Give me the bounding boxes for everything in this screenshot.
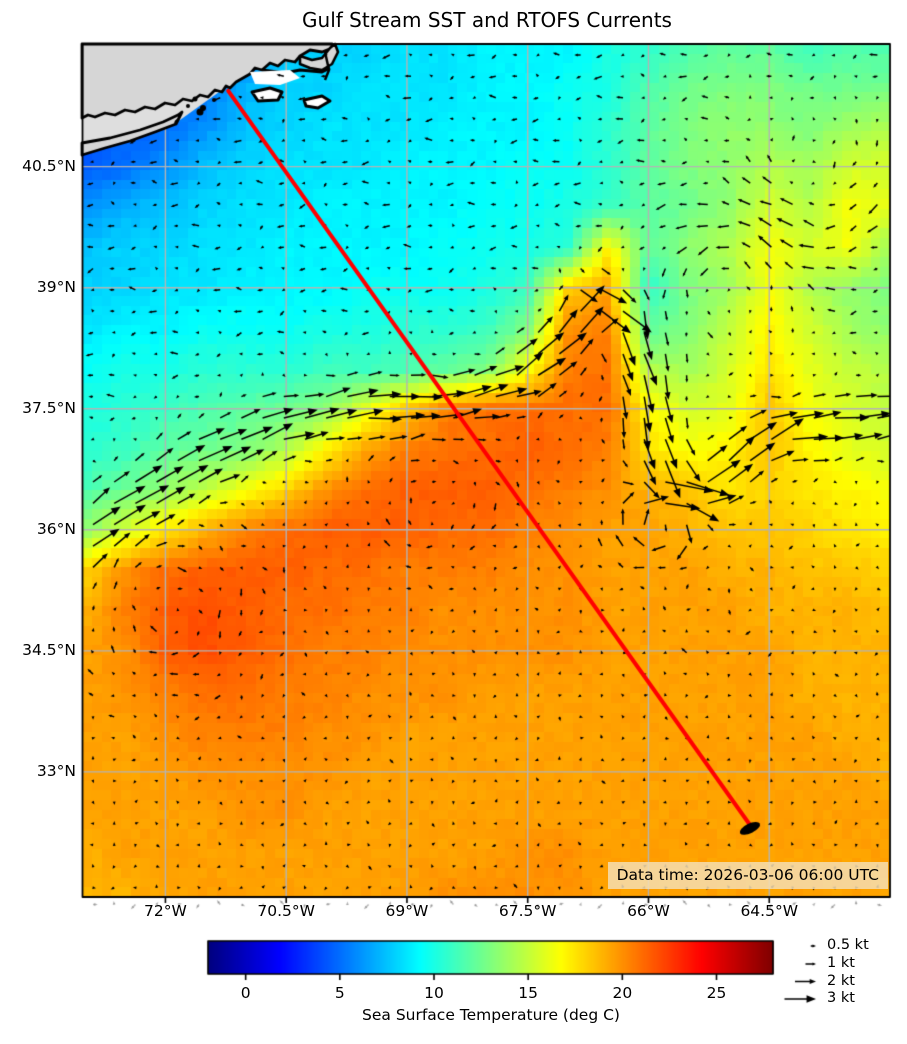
colorbar-tick-label: 0	[240, 984, 251, 1002]
x-tick-label: 66°W	[627, 902, 670, 920]
colorbar-tick-label: 15	[518, 984, 539, 1002]
y-tick-label: 39°N	[36, 277, 76, 296]
x-tick-label: 67.5°W	[498, 902, 557, 920]
quiver-key-label: 3 kt	[827, 990, 855, 1006]
quiver-key-label: 0.5 kt	[827, 937, 869, 953]
colorbar-tick-label: 5	[334, 984, 345, 1002]
figure-title: Gulf Stream SST and RTOFS Currents	[302, 8, 672, 32]
y-tick-label: 40.5°N	[22, 156, 76, 175]
data-time-box: Data time: 2026-03-06 06:00 UTC	[607, 862, 888, 889]
x-tick-label: 69°W	[385, 902, 429, 920]
colorbar-tick-label: 10	[424, 984, 444, 1002]
colorbar-label: Sea Surface Temperature (deg C)	[362, 1006, 620, 1024]
colorbar-tick-label: 20	[612, 984, 633, 1002]
colorbar-tick-label: 25	[706, 984, 727, 1002]
y-tick-label: 33°N	[36, 761, 76, 780]
y-tick-label: 36°N	[36, 519, 76, 538]
y-tick-label: 34.5°N	[22, 640, 76, 659]
x-tick-label: 70.5°W	[257, 902, 315, 920]
quiver-key-label: 2 kt	[827, 972, 855, 989]
x-tick-label: 72°W	[144, 902, 187, 920]
x-tick-label: 64.5°W	[740, 902, 799, 920]
quiver-key-label: 1 kt	[827, 955, 855, 971]
y-tick-label: 37.5°N	[22, 398, 76, 417]
